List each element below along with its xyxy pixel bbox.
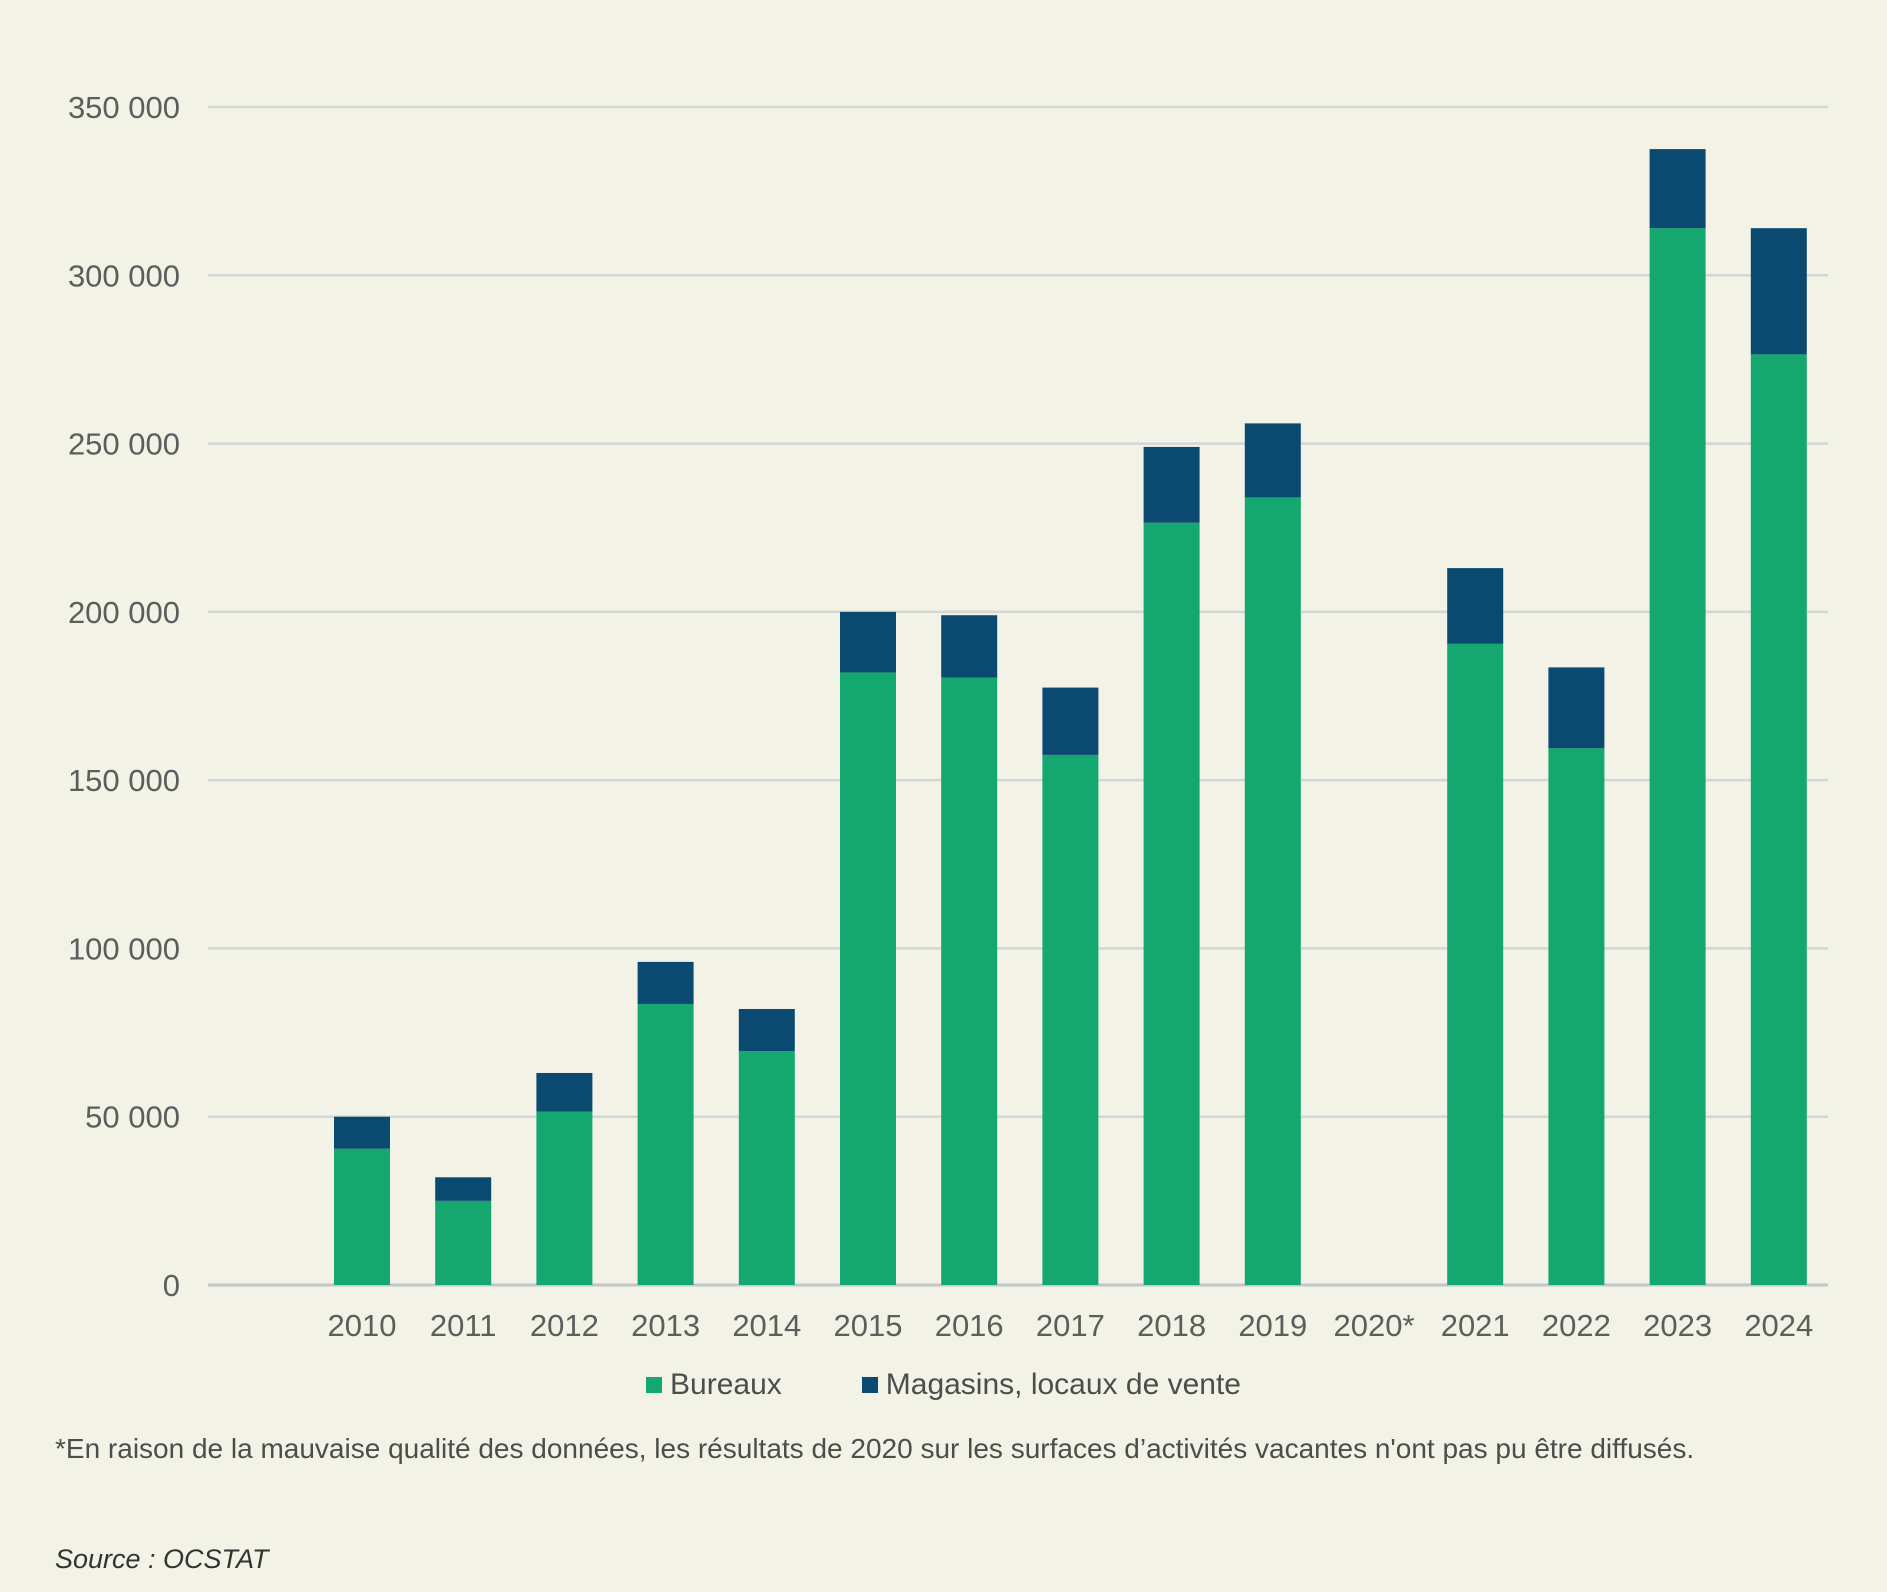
bar-bureaux-2014 <box>738 1051 795 1285</box>
legend-swatch-magasins <box>861 1377 878 1393</box>
bar-magasins-2015 <box>840 611 896 673</box>
x-tick-label: 2024 <box>1744 1308 1813 1343</box>
x-tick-label: 2023 <box>1643 1308 1712 1343</box>
bar-bureaux-2024 <box>1750 354 1807 1285</box>
source-note: Source : OCSTAT <box>55 1544 269 1574</box>
bar-magasins-2016 <box>941 615 998 678</box>
y-tick-label: 100 000 <box>68 931 180 966</box>
bar-bureaux-2011 <box>435 1200 492 1285</box>
bar-magasins-2017 <box>1042 687 1099 755</box>
y-tick-label: 150 000 <box>68 763 180 798</box>
x-axis-tick-labels: 2010 2011 2012 2013 2014 2015 2016 2017 2018 2019… <box>328 1308 1814 1343</box>
x-tick-label: 2011 <box>430 1308 497 1343</box>
y-tick-label: 250 000 <box>68 427 180 462</box>
x-tick-label: 2019 <box>1238 1308 1307 1343</box>
x-tick-label: 2022 <box>1542 1308 1611 1343</box>
bar-magasins-2010 <box>334 1116 390 1149</box>
bar-bureaux-2018 <box>1143 522 1200 1285</box>
bar-magasins-2018 <box>1143 446 1200 523</box>
x-tick-label: 2021 <box>1441 1308 1510 1343</box>
x-tick-label: 2016 <box>935 1308 1004 1343</box>
x-tick-label: 2014 <box>732 1308 801 1343</box>
legend-item-bureaux: Bureaux <box>646 1368 782 1402</box>
bar-magasins-2014 <box>738 1009 795 1052</box>
x-tick-label: 2017 <box>1036 1308 1105 1343</box>
y-tick-label: 350 000 <box>68 90 180 125</box>
legend-label-bureaux: Bureaux <box>670 1368 782 1401</box>
bar-bureaux-2019 <box>1244 497 1301 1285</box>
x-tick-label: 2015 <box>834 1308 903 1343</box>
bar-magasins-2013 <box>637 961 694 1004</box>
bar-bureaux-2013 <box>637 1003 694 1285</box>
bar-magasins-2011 <box>435 1177 492 1201</box>
y-tick-label: 0 <box>163 1268 180 1303</box>
bar-magasins-2021 <box>1447 568 1504 644</box>
legend-swatch-bureaux <box>646 1377 663 1393</box>
y-tick-label: 300 000 <box>68 258 180 293</box>
x-tick-label: 2012 <box>530 1308 599 1343</box>
bar-bureaux-2023 <box>1649 228 1706 1285</box>
bar-magasins-2012 <box>536 1072 593 1112</box>
x-tick-label: 2020* <box>1333 1308 1414 1343</box>
bar-bureaux-2017 <box>1042 754 1099 1285</box>
bar-bureaux-2022 <box>1548 748 1605 1285</box>
y-axis-tick-labels: 0 50 000 100 000 150 000 200 000 250 000 300 0… <box>68 90 180 1303</box>
legend-item-magasins: Magasins, locaux de vente <box>861 1368 1241 1402</box>
legend-label-magasins: Magasins, locaux de vente <box>885 1368 1241 1401</box>
bar-magasins-2022 <box>1548 667 1605 749</box>
y-tick-label: 50 000 <box>85 1100 180 1135</box>
x-tick-label: 2010 <box>328 1308 397 1343</box>
bar-bureaux-2016 <box>941 677 998 1285</box>
footnote: *En raison de la mauvaise qualité des do… <box>55 1433 1695 1464</box>
bars <box>334 149 1807 1285</box>
legend: Bureaux Magasins, locaux de vente <box>0 1368 1887 1402</box>
x-tick-label: 2018 <box>1137 1308 1206 1343</box>
bar-bureaux-2012 <box>536 1111 593 1285</box>
y-tick-label: 200 000 <box>68 595 180 630</box>
bar-magasins-2024 <box>1750 228 1807 355</box>
bar-magasins-2019 <box>1244 423 1301 498</box>
bar-bureaux-2015 <box>840 672 896 1285</box>
bar-magasins-2023 <box>1649 149 1706 229</box>
stacked-bar-chart: 0 50 000 100 000 150 000 200 000 250 000 300 0… <box>68 90 1828 1343</box>
x-tick-label: 2013 <box>631 1308 700 1343</box>
bar-bureaux-2021 <box>1447 643 1504 1285</box>
bar-bureaux-2010 <box>334 1148 390 1285</box>
